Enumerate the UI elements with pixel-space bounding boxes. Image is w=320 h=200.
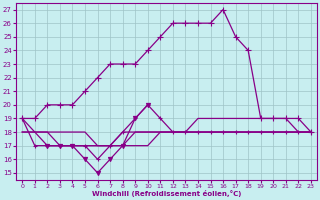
X-axis label: Windchill (Refroidissement éolien,°C): Windchill (Refroidissement éolien,°C) — [92, 190, 241, 197]
